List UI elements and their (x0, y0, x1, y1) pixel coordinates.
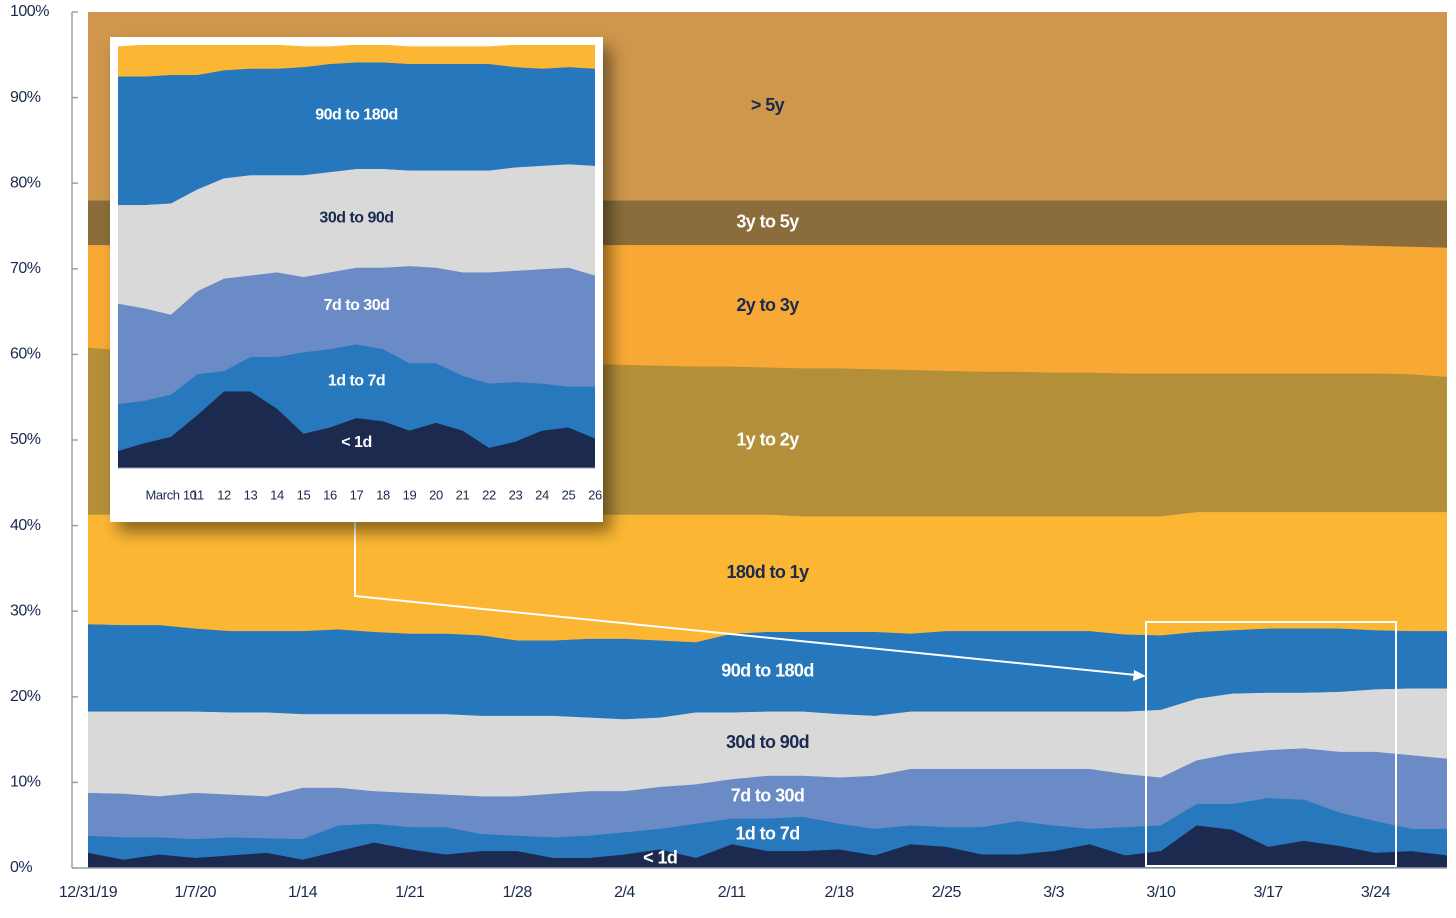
series-label: < 1d (341, 434, 371, 451)
x-tick-label: 1/7/20 (175, 884, 217, 901)
x-tick-label: 12/31/19 (59, 884, 118, 901)
series-label: > 5y (751, 95, 785, 115)
x-tick-label: 17 (350, 487, 364, 502)
series-label: 7d to 30d (731, 786, 805, 806)
series-label: 3y to 5y (736, 211, 799, 231)
y-tick-label: 60% (10, 346, 41, 363)
x-tick-label: 3/17 (1254, 884, 1284, 901)
x-tick-label: 19 (403, 487, 417, 502)
x-tick-label: 1/21 (395, 884, 425, 901)
inset-chart: < 1d 1d to 7d 7d to 30d 30d to 90d 90d to 18… (110, 37, 603, 522)
series-label: 30d to 90d (319, 209, 393, 226)
y-tick-label: 10% (10, 774, 41, 791)
x-tick-label: 3/10 (1146, 884, 1176, 901)
x-tick-label: 1/14 (288, 884, 318, 901)
highlight-box (1145, 621, 1397, 867)
series-label: 30d to 90d (726, 732, 809, 752)
x-tick-label: 25 (562, 487, 576, 502)
series-label: 1d to 7d (328, 372, 385, 389)
arrow-head (1133, 670, 1146, 681)
series-label: 1d to 7d (735, 823, 799, 843)
inset-plot (118, 45, 595, 468)
series-label: 180d to 1y (726, 562, 809, 582)
x-tick-label: 1/28 (503, 884, 533, 901)
x-tick-label: 21 (456, 487, 470, 502)
x-tick-label: 18 (376, 487, 390, 502)
x-tick-label: 15 (297, 487, 311, 502)
y-tick-label: 30% (10, 602, 41, 619)
x-tick-label: 12 (217, 487, 231, 502)
x-tick-label: 2/11 (718, 884, 747, 901)
main-labels: < 1d 1d to 7d 7d to 30d 30d to 90d 90d to 18… (643, 95, 814, 867)
y-tick-label: 80% (10, 174, 41, 191)
x-tick-label: 13 (244, 487, 258, 502)
series-label: 2y to 3y (736, 295, 799, 315)
x-tick-label: 20 (429, 487, 443, 502)
series-label: 7d to 30d (324, 297, 390, 314)
x-tick-label: 23 (509, 487, 523, 502)
y-tick-label: 0% (10, 859, 32, 876)
series-label: < 1d (643, 847, 677, 867)
area-5 (118, 45, 595, 77)
x-tick-label: 24 (535, 487, 549, 502)
callout-arrow (354, 522, 1137, 676)
x-tick-label: March 10 (146, 487, 197, 502)
x-tick-label: 14 (270, 487, 284, 502)
x-tick-label: 22 (482, 487, 496, 502)
x-tick-label: 16 (323, 487, 337, 502)
y-tick-label: 20% (10, 688, 41, 705)
y-tick-label: 90% (10, 89, 41, 106)
x-tick-label: 11 (191, 487, 204, 502)
y-tick-label: 50% (10, 431, 41, 448)
y-tick-label: 40% (10, 517, 41, 534)
series-label: 90d to 180d (721, 660, 813, 680)
inset-labels: < 1d 1d to 7d 7d to 30d 30d to 90d 90d to 18… (146, 107, 603, 503)
x-tick-label: 3/24 (1361, 884, 1391, 901)
series-label: 90d to 180d (315, 107, 398, 124)
x-tick-label: 26 (588, 487, 602, 502)
main-axes: 12/31/19 1/7/20 1/14 1/21 1/28 2/4 2/11 2/18 2/2… (10, 3, 1447, 901)
y-tick-label: 70% (10, 260, 41, 277)
x-tick-label: 2/4 (614, 884, 635, 901)
x-tick-label: 2/18 (824, 884, 854, 901)
x-tick-label: 2/25 (932, 884, 962, 901)
series-label: 1y to 2y (736, 430, 799, 450)
y-tick-label: 100% (10, 3, 49, 20)
x-tick-label: 3/3 (1043, 884, 1064, 901)
